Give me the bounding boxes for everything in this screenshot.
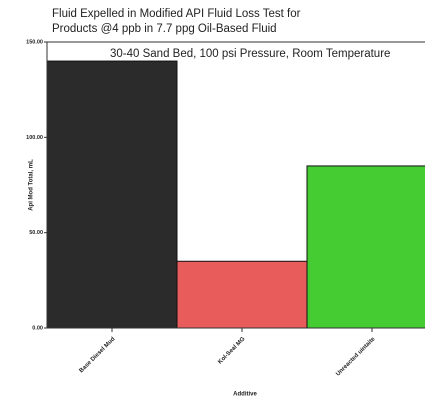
x-tick-label: Base Diesel Mud — [79, 336, 117, 374]
y-tick-label: 50.00 — [29, 230, 43, 236]
y-tick-label: 0.00 — [32, 325, 43, 331]
y-tick-label: 100.00 — [26, 135, 43, 141]
x-tick-label: Kol-Seal MG — [217, 336, 246, 365]
chart-subtitle: 30-40 Sand Bed, 100 psi Pressure, Room T… — [110, 48, 390, 60]
x-axis-label: Additive — [233, 392, 257, 398]
bar — [46, 60, 178, 329]
chart-title: Fluid Expelled in Modified API Fluid Los… — [52, 8, 301, 20]
bar — [306, 165, 425, 329]
y-axis-label: Api Mod Total, mL — [29, 159, 35, 211]
bar — [176, 260, 308, 329]
x-tick-label: Unreacted uintaite — [335, 336, 377, 378]
y-tick-label: 150.00 — [26, 39, 43, 45]
chart-title: Products @4 ppb in 7.7 ppg Oil-Based Flu… — [52, 23, 277, 35]
